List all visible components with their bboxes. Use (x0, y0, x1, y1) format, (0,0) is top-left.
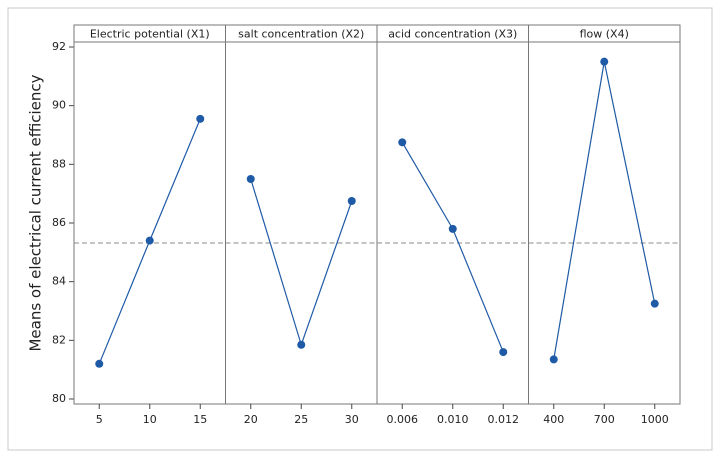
panel-title: flow (X4) (580, 28, 629, 41)
x-tick-label: 700 (594, 413, 615, 426)
point (650, 299, 659, 308)
point (398, 138, 407, 147)
y-tick-label: 82 (52, 333, 66, 346)
y-tick-label: 86 (52, 216, 66, 229)
y-tick-label: 80 (52, 392, 66, 405)
panel-title: Electric potential (X1) (90, 28, 210, 41)
x-tick-label: 1000 (641, 413, 669, 426)
x-tick-label: 0.006 (387, 413, 419, 426)
frame (7, 7, 713, 451)
x-tick-label: 15 (193, 413, 207, 426)
x-tick-label: 25 (294, 413, 308, 426)
point (145, 236, 154, 245)
point (246, 174, 255, 183)
y-axis-label: Means of electrical current efficiency (27, 74, 45, 351)
point (499, 348, 508, 357)
y-tick-label: 88 (52, 157, 66, 170)
panel-title: salt concentration (X2) (238, 28, 364, 41)
x-tick-label: 0.010 (437, 413, 469, 426)
x-tick-label: 30 (345, 413, 359, 426)
point (448, 224, 457, 233)
y-tick-label: 90 (52, 99, 66, 112)
point (600, 57, 609, 66)
x-tick-label: 20 (244, 413, 258, 426)
x-tick-label: 400 (543, 413, 564, 426)
x-tick-label: 5 (96, 413, 103, 426)
panel-title: acid concentration (X3) (388, 28, 517, 41)
y-tick-label: 92 (52, 40, 66, 53)
x-tick-label: 10 (143, 413, 157, 426)
point (297, 340, 306, 349)
y-tick-label: 84 (52, 275, 66, 288)
x-tick-label: 0.012 (488, 413, 520, 426)
point (549, 355, 558, 364)
point (95, 359, 104, 368)
point (196, 114, 205, 123)
point (347, 196, 356, 205)
